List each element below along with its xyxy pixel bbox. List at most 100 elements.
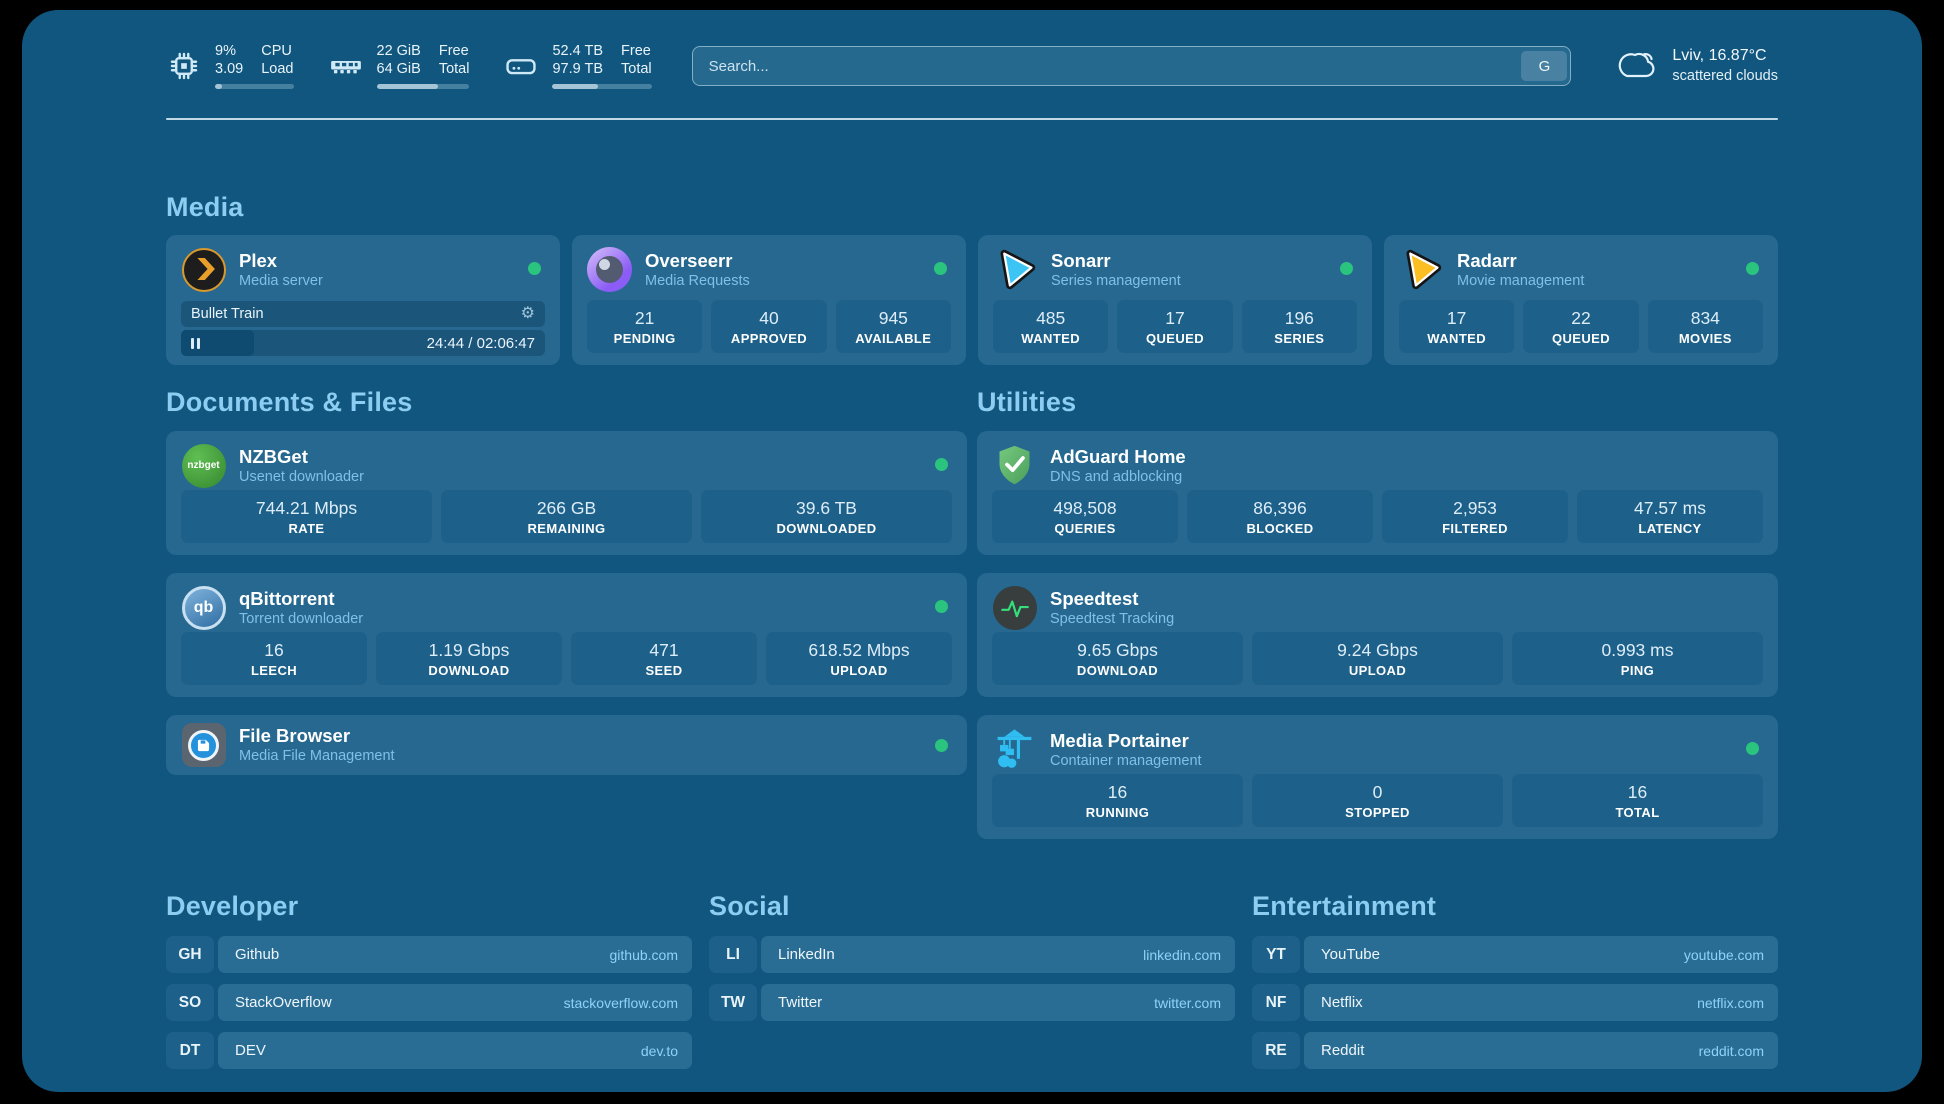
service-subtitle: Media server	[239, 272, 323, 289]
link-github[interactable]: GH Github github.com	[166, 936, 692, 973]
service-name: File Browser	[239, 725, 351, 746]
weather-widget[interactable]: Lviv, 16.87°C scattered clouds	[1615, 46, 1778, 86]
stat-tile: 16 TOTAL	[1512, 774, 1763, 827]
stat-tile: 9.65 Gbps DOWNLOAD	[992, 632, 1243, 685]
stat-tile: 1.19 Gbps DOWNLOAD	[376, 632, 562, 685]
link-url: linkedin.com	[1143, 946, 1221, 963]
link-abbr: DT	[166, 1032, 214, 1069]
stat-tile: 471 SEED	[571, 632, 757, 685]
link-url: github.com	[609, 946, 678, 963]
search-provider-button[interactable]: G	[1521, 51, 1568, 81]
link-name: LinkedIn	[778, 946, 835, 963]
disk-progress-bar	[552, 84, 652, 89]
sonarr-icon	[993, 247, 1038, 292]
radarr-icon	[1399, 247, 1444, 292]
section-title-entertainment: Entertainment	[1252, 891, 1437, 921]
link-dev[interactable]: DT DEV dev.to	[166, 1032, 692, 1069]
cpu-label-2: Load	[261, 60, 294, 77]
dashboard: 9% 3.09 CPU Load	[22, 10, 1922, 1092]
ram-icon	[328, 48, 364, 84]
link-name: YouTube	[1321, 946, 1380, 963]
link-linkedin[interactable]: LI LinkedIn linkedin.com	[709, 936, 1235, 973]
link-abbr: YT	[1252, 936, 1300, 973]
stat-tile: 21 PENDING	[587, 300, 703, 353]
service-name: Speedtest	[1050, 587, 1139, 609]
section-developer: Developer GH Github github.com SO StackO…	[166, 889, 692, 1069]
playback-progress-bar[interactable]: 24:44 / 02:06:47	[181, 330, 545, 356]
link-name: Twitter	[778, 994, 823, 1011]
cpu-value: 9%	[215, 43, 236, 59]
link-reddit[interactable]: RE Reddit reddit.com	[1252, 1032, 1778, 1069]
link-youtube[interactable]: YT YouTube youtube.com	[1252, 936, 1778, 973]
service-card-filebrowser[interactable]: File Browser Media File Management	[166, 715, 967, 775]
qbittorrent-icon: qb	[181, 585, 226, 630]
stat-tile: 16 LEECH	[181, 632, 367, 685]
link-netflix[interactable]: NF Netflix netflix.com	[1252, 984, 1778, 1021]
service-name: Radarr	[1457, 249, 1517, 271]
stat-tile: 2,953 FILTERED	[1382, 490, 1568, 543]
link-name: Github	[235, 946, 280, 963]
service-card-plex[interactable]: Plex Media server Bullet Train ⚙ 24:44 /…	[166, 235, 560, 365]
section-title-documents: Documents & Files	[166, 387, 413, 417]
disk-free: 52.4 TB	[552, 43, 604, 59]
cpu-progress-bar	[215, 84, 294, 89]
link-abbr: TW	[709, 984, 757, 1021]
link-name: Netflix	[1321, 994, 1363, 1011]
service-subtitle: Container management	[1050, 752, 1202, 769]
service-subtitle: DNS and adblocking	[1050, 468, 1183, 485]
service-card-speedtest[interactable]: Speedtest Speedtest Tracking 9.65 Gbps D…	[977, 573, 1778, 697]
section-title-developer: Developer	[166, 891, 299, 921]
status-online-dot	[1340, 262, 1353, 275]
service-card-portainer[interactable]: Media Portainer Container management 16 …	[977, 715, 1778, 839]
service-name: Plex	[239, 249, 278, 271]
service-subtitle: Movie management	[1457, 272, 1585, 289]
link-stackoverflow[interactable]: SO StackOverflow stackoverflow.com	[166, 984, 692, 1021]
status-online-dot	[1746, 742, 1759, 755]
link-url: netflix.com	[1697, 994, 1764, 1011]
disk-label-total: Total	[621, 60, 652, 77]
status-online-dot	[935, 458, 948, 471]
link-abbr: LI	[709, 936, 757, 973]
stat-tile: 17 QUEUED	[1117, 300, 1233, 353]
weather-condition: scattered clouds	[1672, 68, 1778, 84]
portainer-icon	[992, 727, 1037, 772]
section-entertainment: Entertainment YT YouTube youtube.com NF …	[1252, 889, 1778, 1069]
stat-tile: 47.57 ms LATENCY	[1577, 490, 1763, 543]
service-name: qBittorrent	[239, 587, 335, 609]
weather-location: Lviv, 16.87°C	[1672, 47, 1767, 64]
search-input[interactable]	[695, 56, 1522, 76]
stat-tile: 0 STOPPED	[1252, 774, 1503, 827]
service-subtitle: Series management	[1051, 272, 1181, 289]
stat-tile: 834 MOVIES	[1647, 300, 1763, 353]
settings-gear-icon[interactable]: ⚙	[520, 305, 535, 322]
status-online-dot	[935, 739, 948, 752]
section-documents: Documents & Files nzbget NZBGet Usenet d…	[166, 385, 967, 775]
plex-icon	[181, 247, 226, 292]
section-media: Media Plex Media server	[166, 190, 1778, 365]
status-online-dot	[1746, 262, 1759, 275]
service-card-radarr[interactable]: Radarr Movie management 17 WANTED 22 QUE…	[1384, 235, 1778, 365]
stat-tile: 86,396 BLOCKED	[1187, 490, 1373, 543]
disk-total: 97.9 TB	[552, 60, 604, 77]
service-card-qbittorrent[interactable]: qb qBittorrent Torrent downloader 16 LEE…	[166, 573, 967, 697]
service-card-overseerr[interactable]: Overseerr Media Requests 21 PENDING 40 A…	[572, 235, 966, 365]
status-online-dot	[934, 262, 947, 275]
link-name: StackOverflow	[235, 994, 332, 1011]
link-twitter[interactable]: TW Twitter twitter.com	[709, 984, 1235, 1021]
playback-time: 24:44 / 02:06:47	[426, 334, 535, 352]
stat-tile: 40 APPROVED	[711, 300, 827, 353]
section-title-social: Social	[709, 891, 790, 921]
now-playing-title: Bullet Train	[191, 306, 264, 322]
section-title-media: Media	[166, 192, 244, 222]
service-subtitle: Media File Management	[239, 748, 395, 764]
service-card-adguard[interactable]: AdGuard Home DNS and adblocking 498,508 …	[977, 431, 1778, 555]
section-social: Social LI LinkedIn linkedin.com TW Twitt…	[709, 889, 1235, 1021]
link-abbr: GH	[166, 936, 214, 973]
stat-tile: 945 AVAILABLE	[835, 300, 951, 353]
service-card-sonarr[interactable]: Sonarr Series management 485 WANTED 17 Q…	[978, 235, 1372, 365]
service-name: NZBGet	[239, 445, 308, 467]
disk-icon	[503, 48, 539, 84]
stat-tile: 266 GB REMAINING	[441, 490, 692, 543]
service-card-nzbget[interactable]: nzbget NZBGet Usenet downloader 744.21 M…	[166, 431, 967, 555]
pause-button[interactable]	[181, 330, 254, 356]
